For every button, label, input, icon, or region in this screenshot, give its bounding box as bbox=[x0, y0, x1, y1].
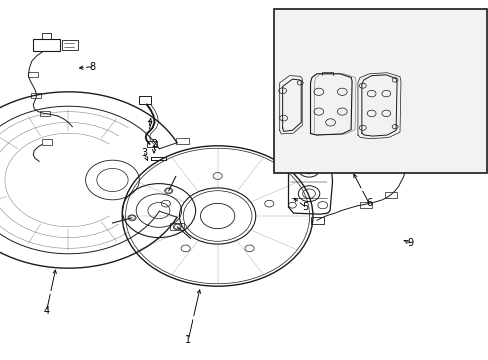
Text: 2: 2 bbox=[151, 139, 157, 149]
Bar bbox=[28, 72, 38, 77]
Bar bbox=[170, 223, 184, 230]
Text: 8: 8 bbox=[90, 62, 96, 72]
Bar bbox=[146, 141, 157, 147]
Text: 3: 3 bbox=[141, 148, 147, 158]
Bar bbox=[273, 9, 486, 173]
Bar bbox=[62, 40, 78, 50]
Text: 9: 9 bbox=[407, 238, 413, 248]
Bar bbox=[359, 202, 371, 208]
Bar bbox=[41, 139, 52, 145]
Bar bbox=[385, 192, 396, 198]
Bar bbox=[33, 39, 60, 51]
Bar bbox=[310, 217, 323, 224]
Text: 7: 7 bbox=[146, 121, 152, 131]
Text: 4: 4 bbox=[43, 306, 49, 316]
Bar bbox=[396, 151, 414, 169]
Text: 1: 1 bbox=[185, 335, 191, 345]
Bar bbox=[40, 111, 50, 116]
Text: 5: 5 bbox=[302, 202, 308, 212]
Text: 6: 6 bbox=[366, 198, 371, 208]
Bar bbox=[175, 138, 189, 144]
Bar bbox=[31, 93, 41, 98]
Bar bbox=[139, 96, 150, 104]
